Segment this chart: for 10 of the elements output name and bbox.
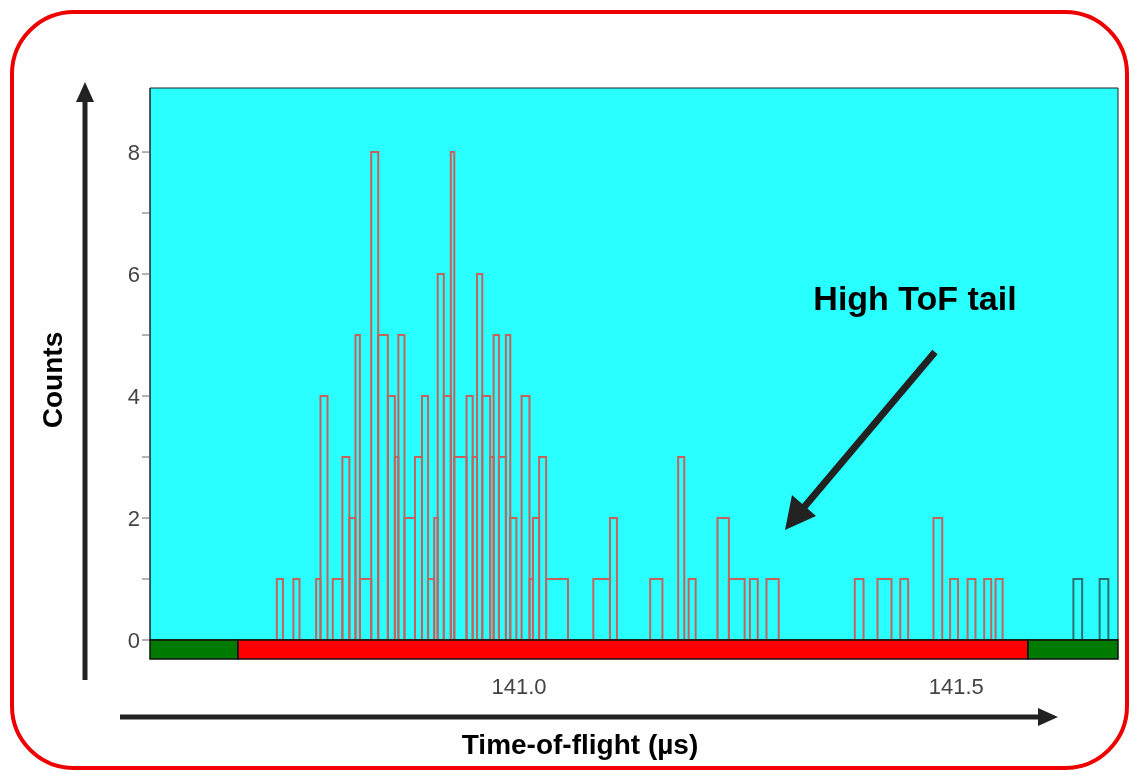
x-axis-title: Time-of-flight (µs) — [461, 729, 699, 760]
annotation: High ToF tail — [813, 279, 1017, 317]
x-tick-label: 141.0 — [491, 673, 547, 699]
y-tick-label: 0 — [127, 627, 140, 653]
x-tick-label: 141.5 — [928, 673, 984, 699]
y-tick-label: 2 — [127, 505, 140, 531]
y-tick-label: 6 — [127, 261, 140, 287]
y-tick-label: 8 — [127, 139, 140, 165]
y-axis-title: Counts — [37, 331, 68, 429]
y-tick-label: 4 — [127, 383, 140, 409]
